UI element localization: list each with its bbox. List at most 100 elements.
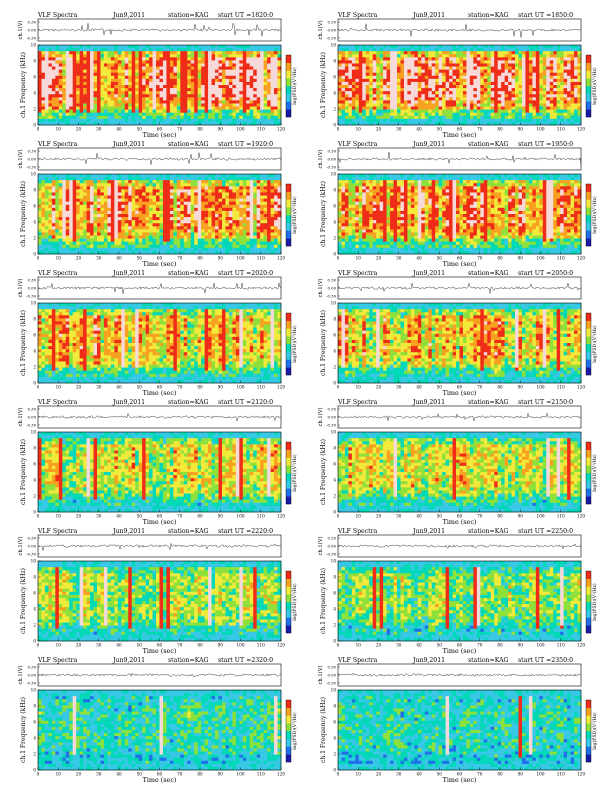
spectrogram-cell (462, 63, 467, 67)
spectrogram-cell (277, 60, 282, 64)
spectrogram-cell (159, 72, 164, 77)
spectrogram-cell (197, 207, 202, 212)
spectrogram-cell (135, 66, 139, 70)
spectrogram-cell (535, 51, 540, 55)
spectrogram-cell (570, 112, 575, 117)
spectrogram-cell (459, 48, 464, 52)
spectrogram-cell (135, 177, 139, 181)
spectrogram-cell (62, 198, 67, 202)
spectrogram-cell (194, 207, 198, 212)
spectrogram-cell (480, 81, 485, 86)
spectrogram-cell (487, 45, 492, 49)
spectrogram-cell (338, 121, 342, 126)
spectrogram-cell (131, 72, 136, 77)
spectrogram-cell (166, 103, 171, 107)
spectrogram-cell (445, 88, 450, 92)
spectrogram-cell (100, 48, 105, 52)
spectrogram-cell (553, 121, 557, 126)
spectrogram-cell (65, 201, 70, 206)
spectrogram-cell (117, 195, 122, 199)
spectrogram-cell (225, 94, 230, 98)
spectrogram-cell (218, 63, 223, 67)
spectrogram-cell (274, 81, 278, 86)
spectrogram-cell (208, 63, 212, 67)
spectrogram-cell (546, 78, 551, 83)
spectrogram-cell (97, 69, 101, 73)
spectrogram-cell (152, 88, 157, 92)
spectrogram-cell (539, 72, 544, 77)
spectrogram-cell (159, 235, 164, 239)
spectrogram-cell (93, 201, 98, 206)
spectrogram-cell (159, 91, 164, 95)
spectrogram-cell (476, 63, 481, 67)
spectrogram-cell (83, 183, 87, 187)
spectrogram-cell (41, 63, 46, 67)
spectrogram-cell (414, 115, 419, 120)
spectrogram-cell (456, 85, 460, 89)
spectrogram-cell (44, 72, 49, 77)
spectrogram-cell (183, 207, 188, 212)
spectrogram-cell (515, 48, 519, 52)
spectrogram-cell (518, 81, 523, 86)
spectrogram-cell (128, 214, 133, 218)
spectrogram-cell (72, 121, 77, 126)
spectrogram-cell (100, 109, 105, 113)
spectrogram-cell (128, 63, 133, 67)
spectrogram-cell (194, 198, 198, 202)
spectrogram-cell (51, 210, 56, 215)
spectrogram-cell (511, 115, 516, 120)
spectrogram-cell (277, 94, 282, 98)
spectrogram-cell (235, 48, 240, 52)
spectrogram-cell (351, 69, 356, 73)
spectrogram-cell (372, 106, 377, 110)
spectrogram-cell (142, 229, 146, 233)
spectrogram-cell (162, 192, 167, 196)
spectrogram-cell (504, 91, 509, 95)
spectrogram-cell (424, 85, 429, 89)
spectrogram-cell (567, 69, 571, 73)
spectrogram-cell (93, 195, 98, 199)
spectrogram-cell (65, 189, 70, 193)
spectrogram-cell (400, 69, 405, 73)
spectrogram-cell (114, 51, 119, 55)
spectrogram-cell (256, 106, 261, 110)
spectrogram-cell (358, 109, 363, 113)
spectrogram-cell (114, 78, 119, 83)
spectrogram-cell (79, 54, 84, 58)
spectrogram-cell (201, 57, 205, 61)
spectrogram-cell (362, 57, 367, 61)
spectrogram-cell (58, 91, 63, 95)
spectrogram-cell (41, 186, 46, 190)
spectrogram-cell (476, 106, 481, 110)
spectrogram-cell (76, 75, 80, 80)
panel-date: Jun9,2011 (112, 12, 145, 19)
spectrogram-cell (100, 85, 105, 89)
spectrogram-cell (128, 91, 133, 95)
spectrogram-cell (69, 51, 74, 55)
spectrogram-cell (379, 118, 384, 123)
spectrogram-cell (142, 232, 146, 236)
spectrogram-cell (51, 69, 56, 73)
spectrogram-cell (97, 66, 101, 70)
spectrogram-cell (152, 94, 157, 98)
spectrogram-cell (476, 78, 481, 83)
spectrogram-cell (128, 81, 133, 86)
spectrogram-cell (107, 223, 112, 227)
spectrogram-cell (93, 103, 98, 107)
spectrogram-cell (156, 45, 160, 49)
spectrogram-cell (65, 81, 70, 86)
spectrogram-cell (469, 48, 474, 52)
spectrogram-cell (338, 45, 342, 49)
spectrogram-cell (560, 121, 564, 126)
spectrogram-cell (76, 69, 80, 73)
spectrogram-cell (156, 88, 160, 92)
spectrogram-cell (508, 66, 512, 70)
spectrogram-cell (110, 75, 115, 80)
spectrogram-cell (518, 115, 523, 120)
spectrogram-cell (208, 115, 212, 120)
spectrogram-cell (242, 109, 247, 113)
spectrogram-cell (107, 112, 112, 117)
spectrogram-cell (183, 85, 188, 89)
spectrogram-cell (48, 192, 53, 196)
spectrogram-cell (90, 250, 94, 255)
